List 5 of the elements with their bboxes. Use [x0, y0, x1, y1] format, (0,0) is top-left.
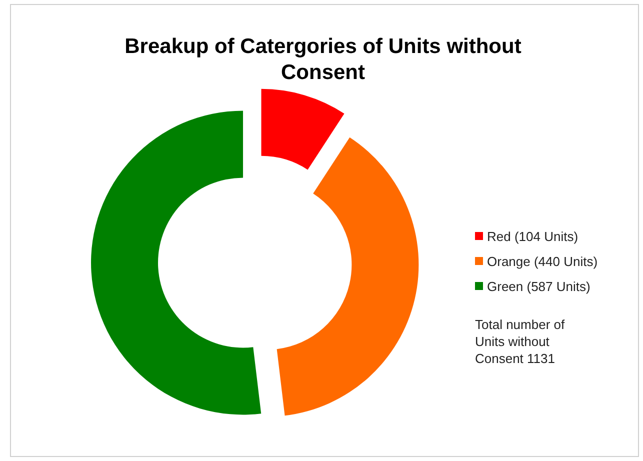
text: Total number of Units without Consent 1131 [475, 317, 565, 366]
chart-title: Breakup of Catergories of Units without Consent [124, 35, 522, 84]
legend-label: Green (587 Units) [487, 279, 590, 294]
legend-label: Orange (440 Units) [487, 254, 598, 269]
legend-label: Red (104 Units) [487, 229, 578, 244]
